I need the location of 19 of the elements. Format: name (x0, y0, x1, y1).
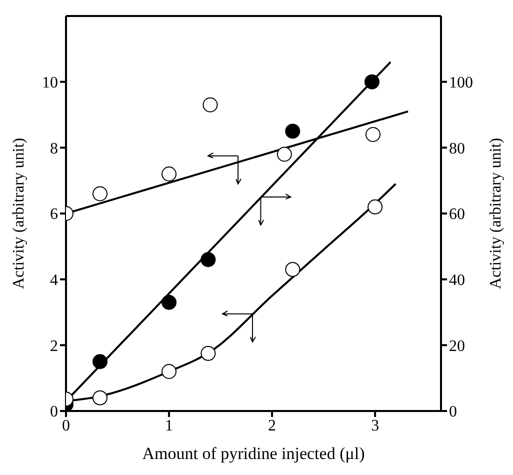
x-tick-label: 0 (62, 417, 70, 434)
y-tick-label: 8 (50, 140, 58, 158)
x-tick-label: 2 (268, 417, 276, 434)
y2-tick-label: 40 (449, 272, 465, 290)
y-tick-label: 6 (50, 206, 58, 224)
y-tick-label: 4 (50, 272, 58, 290)
x-axis-title: Amount of pyridine injected (μl) (142, 444, 365, 463)
y2-tick-label: 0 (449, 404, 457, 421)
y2-tick-label: 80 (449, 140, 465, 158)
y2-tick-label: 100 (449, 74, 473, 92)
y2-axis-title: Activity (arbitrary unit) (488, 138, 505, 290)
x-tick-label: 3 (371, 417, 380, 434)
y-tick-label: 10 (42, 74, 58, 92)
y2-tick-label: 60 (449, 206, 465, 224)
y-tick-label: 0 (50, 404, 58, 421)
y-tick-label: 2 (50, 338, 58, 355)
y2-tick-label: 20 (449, 338, 465, 355)
y-axis-title: Activity (arbitrary unit) (10, 138, 28, 290)
x-tick-label: 1 (165, 417, 174, 434)
